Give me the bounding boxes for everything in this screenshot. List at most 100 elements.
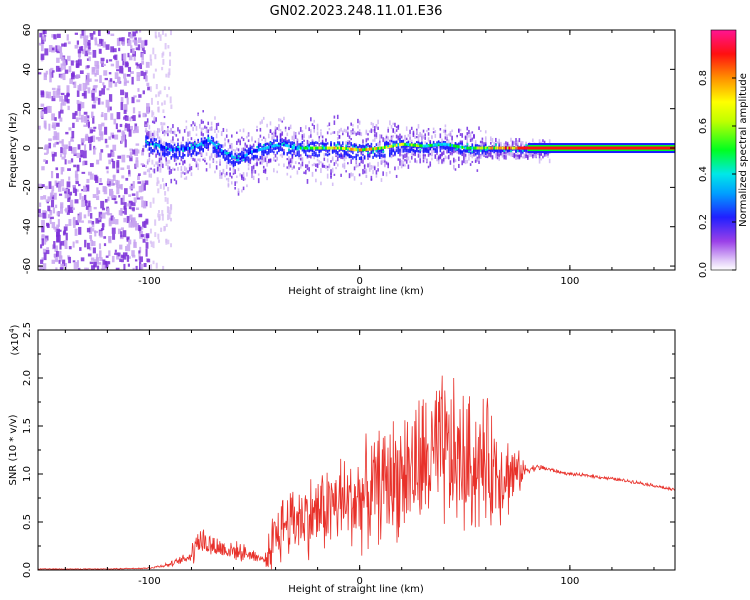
- spectrogram-cell: [304, 169, 307, 175]
- spectrogram-cell: [134, 40, 138, 47]
- spectrogram-ridge-cell: [385, 145, 388, 149]
- spectrogram-cell: [336, 163, 339, 167]
- spectrogram-cell: [111, 227, 116, 234]
- spectrogram-cell: [123, 202, 127, 209]
- spectrogram-cell: [170, 155, 173, 160]
- spectrogram-cell: [87, 220, 92, 224]
- spectrogram-cell: [230, 175, 233, 179]
- spectrogram-cell: [387, 126, 390, 130]
- spectrogram-cell: [200, 127, 203, 132]
- spectrogram-cell: [345, 153, 347, 156]
- spectrogram-cell: [234, 169, 236, 175]
- spectrogram-cell: [451, 148, 453, 152]
- spectrogram-cell: [129, 33, 134, 39]
- spectrogram-cell: [140, 234, 144, 238]
- spectrogram-cell: [341, 130, 344, 134]
- spectrogram-cell: [384, 143, 386, 147]
- spectrogram-cell: [215, 123, 218, 127]
- spectrogram-cell: [64, 265, 67, 270]
- spectrogram-cell: [42, 210, 47, 215]
- spectrogram-cell: [367, 143, 369, 147]
- spectrogram-cell: [115, 179, 119, 185]
- spectrogram-cell: [167, 45, 170, 49]
- spectrogram-cell: [45, 235, 49, 241]
- spectrogram-cell: [232, 148, 235, 151]
- spectrogram-cell: [93, 147, 97, 150]
- spectrogram-cell: [106, 88, 110, 91]
- spectrogram-cell: [296, 151, 299, 154]
- spectrogram-cell: [262, 159, 265, 163]
- spectrogram-cell: [79, 46, 82, 51]
- spectrogram-cell: [449, 145, 452, 148]
- spectrogram-cell: [202, 158, 205, 161]
- spectrogram-ridge-cell: [212, 142, 215, 146]
- spectrogram-cell: [415, 147, 418, 151]
- spectrogram-cell: [92, 129, 96, 132]
- spectrogram-cell: [289, 124, 292, 130]
- spectrogram-cell: [251, 169, 253, 175]
- spectrogram-cell: [247, 147, 250, 152]
- spectrogram-cell: [76, 152, 81, 158]
- spectrogram-cell: [46, 145, 49, 154]
- spectrogram-cell: [377, 154, 379, 157]
- spectrogram-ridge-cell: [476, 146, 479, 150]
- spectrogram-cell: [367, 156, 369, 160]
- spectrogram-cell: [69, 206, 74, 213]
- spectrogram-cell: [429, 142, 432, 145]
- spectrogram-ridge-cell: [202, 141, 205, 145]
- spectrogram-cell: [481, 137, 484, 140]
- spectrogram-cell: [350, 142, 353, 146]
- spectrogram-cell: [304, 152, 307, 157]
- spectrogram-cell: [262, 136, 265, 139]
- spectrogram-cell: [185, 120, 188, 123]
- spectrogram-cell: [185, 125, 188, 130]
- spectrogram-cell: [501, 153, 504, 158]
- spectrogram-cell: [94, 230, 97, 237]
- spectrogram-cell: [229, 167, 231, 171]
- spectrogram-ridge-cell: [199, 142, 201, 146]
- spectrogram-cell: [281, 143, 284, 146]
- spectrogram-cell: [157, 91, 160, 97]
- spectrogram-cell: [286, 132, 289, 137]
- spectrogram-ridge-cell: [172, 148, 174, 152]
- spectrogram-cell: [392, 122, 395, 125]
- spectrogram-cell: [190, 137, 193, 141]
- spectrogram-cell: [146, 258, 151, 263]
- spectrogram-cell: [427, 127, 430, 131]
- spectrogram-cell: [372, 155, 374, 159]
- spectrogram-ridge-cell: [170, 148, 173, 152]
- spectrogram-cell: [405, 146, 408, 151]
- spectrogram-cell: [148, 124, 151, 130]
- spectrogram-cell: [54, 117, 57, 121]
- spectrogram-cell: [294, 132, 297, 137]
- spectrogram-ridge-cell: [187, 146, 189, 150]
- spectrogram-cell: [336, 137, 339, 141]
- spectrogram-cell: [358, 156, 361, 160]
- spectrogram-ridge-cell: [205, 139, 208, 143]
- spectrogram-cell: [333, 142, 336, 146]
- spectrogram-cell: [390, 146, 393, 151]
- spectrogram-cell: [132, 267, 135, 270]
- spectrogram-cell: [377, 142, 379, 146]
- spectrogram-cell: [269, 148, 272, 152]
- spectrogram-cell: [128, 221, 133, 228]
- spectrogram-cell: [402, 160, 405, 165]
- spectrogram-cell: [298, 131, 300, 134]
- spectrogram-cell: [330, 176, 332, 179]
- spectrogram-cell: [50, 67, 54, 71]
- spectrogram-cell: [483, 148, 485, 152]
- spectrogram-cell: [543, 152, 546, 157]
- spectrogram-cell: [43, 38, 46, 42]
- spectrogram-cell: [454, 142, 457, 146]
- spectrogram-cell: [384, 153, 386, 158]
- spectrogram-cell: [276, 127, 279, 130]
- spectrogram-cell: [249, 159, 252, 162]
- spectrogram-cell: [409, 129, 411, 135]
- spectrogram-cell: [382, 156, 384, 159]
- spectrogram-ridge-cell: [323, 146, 326, 150]
- spectrogram-ridge-cell: [439, 142, 442, 146]
- spectrogram-cell: [325, 165, 327, 169]
- spectrogram-cell: [175, 146, 178, 150]
- spectrogram-cell: [159, 34, 162, 41]
